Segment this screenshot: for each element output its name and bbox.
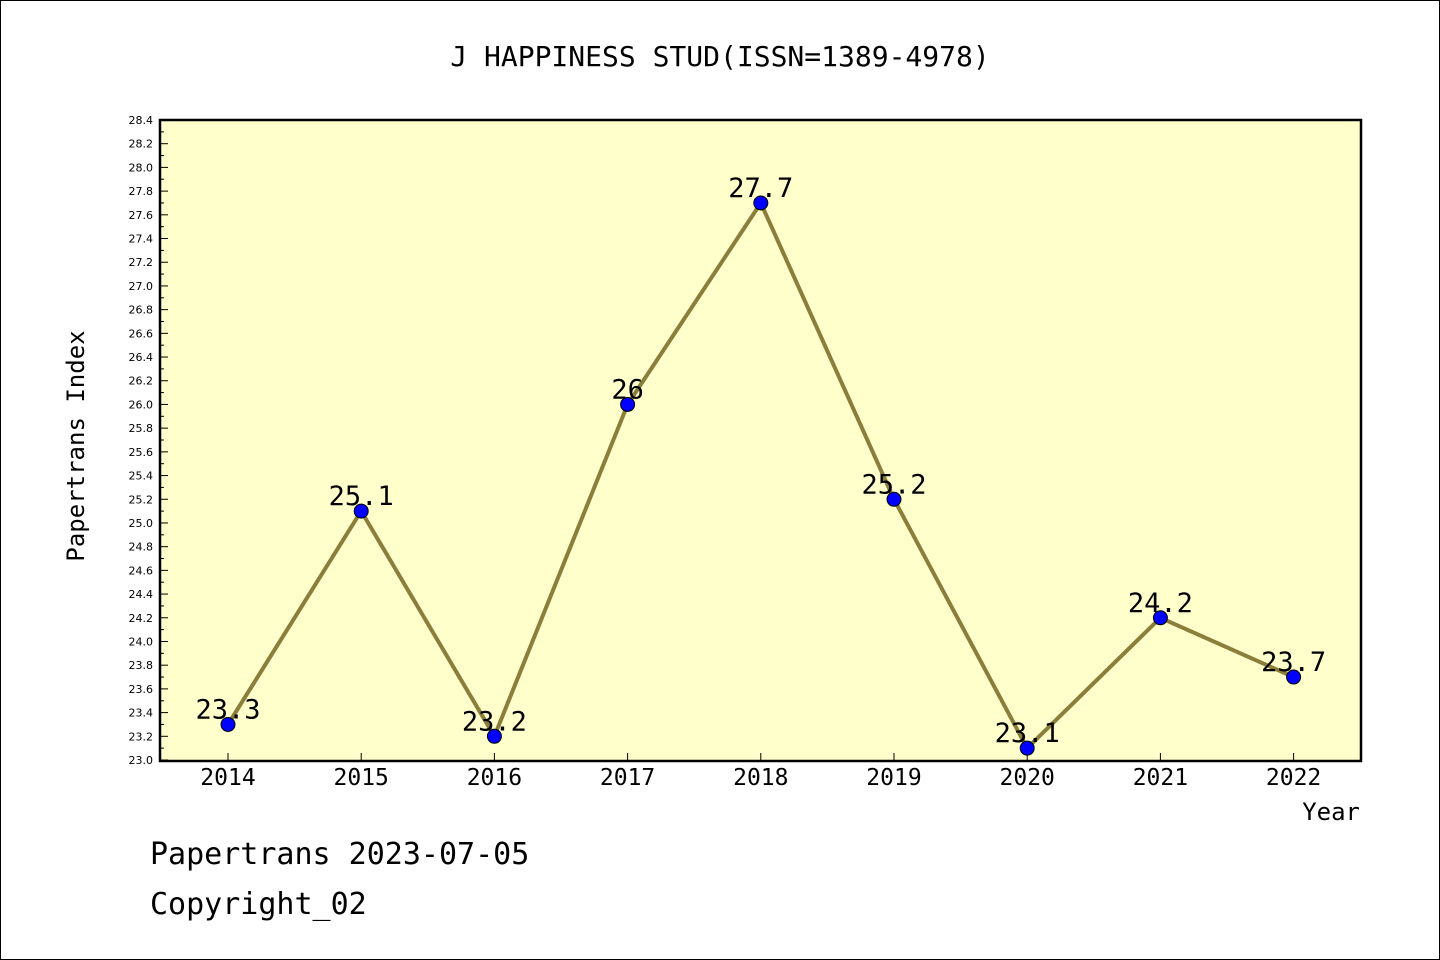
data-label: 23.3 xyxy=(195,694,260,725)
y-axis: 23.0 23.2 23.4 23.6 23.8 24.0 24.2 24.4 24.6 24.8… xyxy=(129,114,168,767)
data-labels: 23.3 25.1 23.2 26 27.7 25.2 23.1 24.2 23.7 xyxy=(195,173,1326,749)
x-tick-label: 2017 xyxy=(600,765,655,791)
y-tick-label: 28.0 xyxy=(129,161,154,174)
y-tick-label: 27.8 xyxy=(129,185,154,198)
y-tick-label: 28.4 xyxy=(129,114,154,127)
x-tick-label: 2022 xyxy=(1266,765,1321,791)
y-tick-label: 24.0 xyxy=(129,635,154,648)
y-tick-label: 24.4 xyxy=(129,588,154,601)
data-point xyxy=(1152,610,1168,626)
chart-title: J HAPPINESS STUD(ISSN=1389-4978) xyxy=(450,40,989,73)
data-label: 23.1 xyxy=(995,718,1060,749)
data-point xyxy=(1286,669,1302,685)
data-label: 27.7 xyxy=(728,173,793,204)
y-tick-label: 26.0 xyxy=(129,398,154,411)
data-point xyxy=(220,716,236,732)
series-markers xyxy=(220,195,1302,756)
y-axis-label: Papertrans Index xyxy=(62,330,90,561)
y-tick-label: 25.0 xyxy=(129,517,154,530)
data-point xyxy=(353,503,369,519)
y-tick-label: 24.6 xyxy=(129,564,154,577)
data-label: 23.2 xyxy=(462,706,527,737)
data-point xyxy=(486,728,502,744)
data-point xyxy=(1019,740,1035,756)
data-point xyxy=(620,396,636,412)
y-tick-label: 23.0 xyxy=(129,754,154,767)
x-axis-label: Year xyxy=(1302,798,1360,826)
y-tick-label: 23.2 xyxy=(129,730,154,743)
x-tick-label: 2021 xyxy=(1133,765,1188,791)
y-tick-label: 23.6 xyxy=(129,683,154,696)
y-tick-label: 25.8 xyxy=(129,422,154,435)
y-tick-label: 26.6 xyxy=(129,327,154,340)
x-tick-label: 2015 xyxy=(334,765,389,791)
y-tick-label: 27.0 xyxy=(129,280,154,293)
x-tick-label: 2019 xyxy=(866,765,921,791)
x-tick-label: 2020 xyxy=(1000,765,1055,791)
data-point xyxy=(886,491,902,507)
data-label: 23.7 xyxy=(1261,647,1326,678)
y-tick-label: 27.6 xyxy=(129,209,154,222)
footer-date: Papertrans 2023-07-05 xyxy=(150,837,529,872)
y-tick-label: 25.2 xyxy=(129,493,154,506)
x-tick-label: 2014 xyxy=(200,765,255,791)
data-point xyxy=(753,195,769,211)
footer-copyright: Copyright_02 xyxy=(150,887,367,922)
plot-area xyxy=(158,118,1363,763)
x-tick-label: 2016 xyxy=(467,765,522,791)
y-tick-label: 26.2 xyxy=(129,375,154,388)
y-tick-label: 26.4 xyxy=(129,351,154,364)
y-tick-label: 24.8 xyxy=(129,541,154,554)
data-label: 25.2 xyxy=(861,469,926,500)
data-label: 24.2 xyxy=(1128,588,1193,619)
y-tick-label: 27.4 xyxy=(129,233,154,246)
y-tick-label: 23.4 xyxy=(129,707,154,720)
data-label: 25.1 xyxy=(329,481,394,512)
y-tick-label: 25.6 xyxy=(129,446,154,459)
y-tick-label: 26.8 xyxy=(129,304,154,317)
data-label: 26 xyxy=(611,374,644,405)
x-axis: 2014 2015 2016 2017 2018 2019 2020 2021 2022 xyxy=(200,753,1321,791)
y-tick-label: 28.2 xyxy=(129,138,154,151)
y-tick-label: 24.2 xyxy=(129,612,154,625)
x-tick-label: 2018 xyxy=(733,765,788,791)
y-tick-label: 27.2 xyxy=(129,256,154,269)
y-tick-label: 23.8 xyxy=(129,659,154,672)
y-tick-label: 25.4 xyxy=(129,470,154,483)
